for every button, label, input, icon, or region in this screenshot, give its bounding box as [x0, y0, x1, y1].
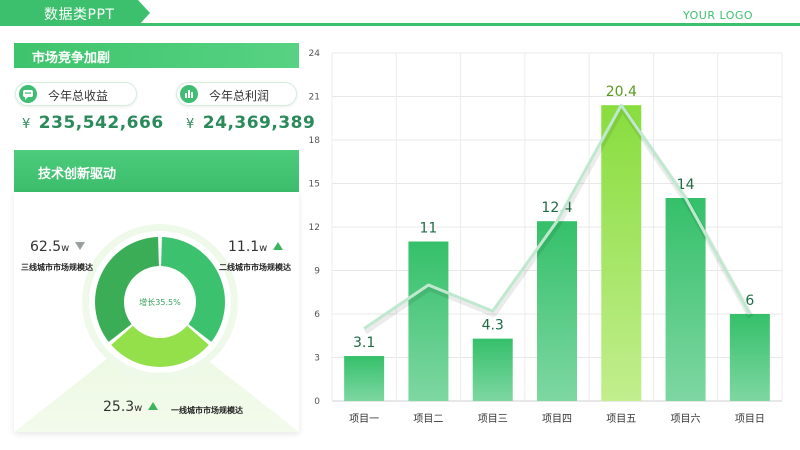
trend-line: [363, 103, 752, 330]
stat-tier3: 62.5w: [30, 239, 86, 255]
bar-value-label: 4.3: [482, 318, 504, 334]
donut-segment: [111, 325, 209, 367]
y-tick-label: 15: [309, 180, 320, 190]
trend-up-icon: [273, 242, 284, 250]
y-tick-label: 21: [309, 93, 320, 103]
stat-tier1: 25.3w: [103, 399, 159, 415]
x-tick-label: 项目一: [349, 413, 379, 425]
donut-segment: [161, 237, 225, 342]
header-rule: [0, 23, 800, 26]
y-tick-label: 24: [309, 49, 321, 59]
stat-tier1-value: 25.3: [103, 399, 135, 415]
kpi-pill-profit: 今年总利润: [176, 82, 297, 106]
chat-icon: [19, 85, 37, 103]
x-tick-label: 项目二: [413, 413, 443, 425]
currency-symbol: ¥: [22, 117, 31, 132]
stat-tier2-caption: 二线城市市场规模达: [219, 263, 291, 272]
stat-tier3-value: 62.5: [30, 239, 62, 255]
bar: [729, 314, 770, 401]
bar-chart: 036912151821243.1项目一11项目二4.3项目三12.4项目四20…: [309, 49, 783, 425]
bar: [601, 105, 642, 401]
bar: [472, 338, 513, 401]
kpi-value-revenue: ¥235,542,666: [22, 113, 164, 133]
donut-chart: 增长35.5%: [82, 224, 238, 380]
y-tick-label: 18: [309, 136, 321, 146]
kpi-value-profit: ¥24,369,389: [186, 113, 315, 133]
x-tick-label: 项目六: [671, 413, 701, 425]
tech-heading: 技术创新驱动: [38, 167, 117, 182]
trend-up-icon: [148, 402, 159, 410]
bar-value-label: 11: [420, 221, 438, 237]
stat-tier3-unit: w: [61, 243, 70, 254]
donut-segment: [95, 237, 159, 342]
bar: [344, 356, 385, 401]
currency-symbol: ¥: [186, 117, 195, 132]
bar-value-label: 6: [745, 293, 754, 309]
x-tick-label: 项目三: [478, 413, 508, 425]
bar: [665, 198, 706, 401]
market-heading-bar: 市场竞争加剧: [14, 43, 299, 68]
bar-value-label: 20.4: [606, 84, 637, 100]
y-tick-label: 0: [314, 397, 320, 407]
stat-tier1-caption: 一线城市市场规模达: [171, 406, 243, 415]
bar: [537, 221, 577, 401]
logo-text: YOUR LOGO: [683, 9, 754, 22]
donut-center-label: 增长35.5%: [139, 297, 181, 307]
stat-tier2-unit: w: [259, 243, 268, 254]
header-tab: [0, 0, 150, 26]
stat-tier1-unit: w: [134, 403, 143, 414]
bar-value-label: 3.1: [353, 335, 375, 351]
profit-amount: 24,369,389: [202, 113, 316, 133]
kpi-label-profit: 今年总利润: [209, 89, 270, 103]
stat-tier2: 11.1w: [228, 239, 284, 255]
y-tick-label: 9: [314, 267, 320, 277]
kpi-label-revenue: 今年总收益: [48, 89, 109, 103]
bar-chart-icon: [180, 85, 198, 103]
y-tick-label: 6: [314, 310, 320, 320]
stat-tier3-caption: 三线城市市场规模达: [21, 263, 93, 272]
bar: [408, 241, 449, 401]
stat-tier2-value: 11.1: [228, 239, 260, 255]
y-tick-label: 12: [309, 223, 320, 233]
y-tick-label: 3: [314, 354, 320, 364]
x-tick-label: 项目五: [606, 413, 636, 425]
donut-hole: [127, 269, 193, 335]
tech-heading-bar: 技术创新驱动: [14, 150, 299, 192]
x-tick-label: 项目四: [542, 413, 572, 425]
trend-down-icon: [75, 242, 86, 250]
market-heading: 市场竞争加剧: [32, 51, 111, 66]
slide-title: 数据类PPT: [44, 7, 115, 23]
kpi-pill-revenue: 今年总收益: [15, 82, 137, 106]
revenue-amount: 235,542,666: [38, 113, 164, 133]
x-tick-label: 项目日: [735, 413, 765, 425]
